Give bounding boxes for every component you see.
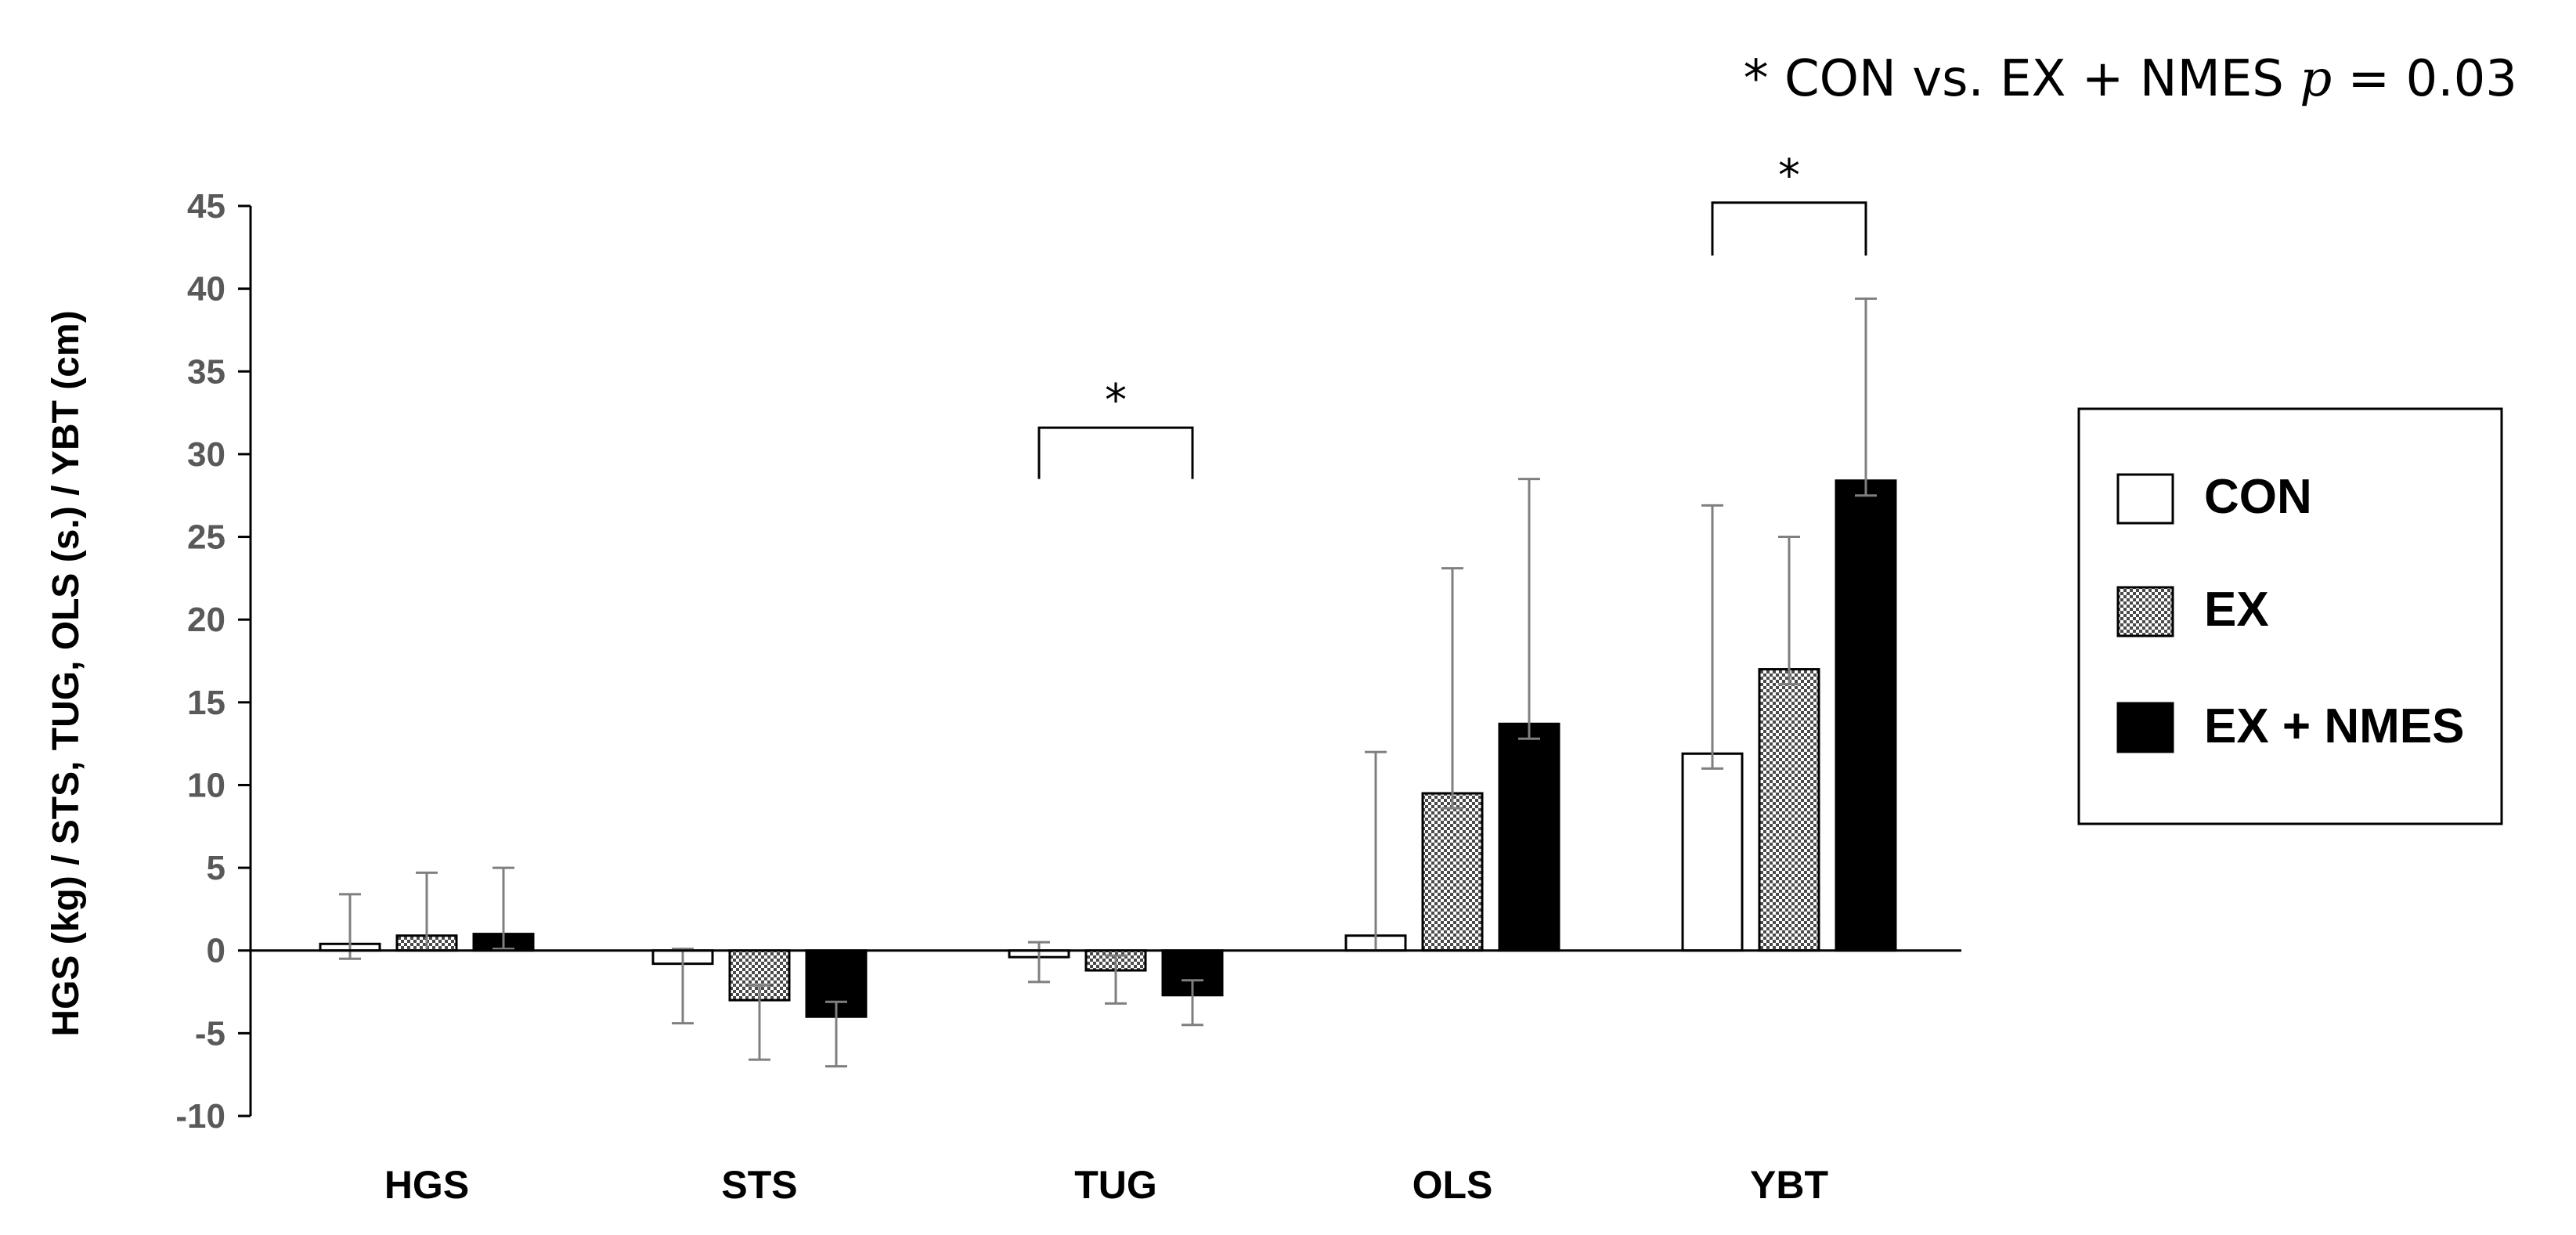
y-tick-label: 10	[187, 766, 225, 804]
legend-label-ex-nmes: EX + NMES	[2204, 699, 2465, 753]
bar-ybt-ex	[1758, 668, 1820, 952]
y-tick-label: 25	[187, 518, 225, 557]
note-p-symbol: p	[2300, 50, 2332, 108]
y-tick-label: 15	[187, 684, 225, 722]
legend: CON EX EX + NMES	[2077, 407, 2503, 825]
significance-bracket-tug	[1037, 426, 1194, 479]
y-tick-label: -5	[195, 1014, 225, 1053]
note-suffix: = 0.03	[2332, 50, 2517, 108]
y-tick-label: -10	[175, 1097, 225, 1136]
x-label-tug: TUG	[1074, 1163, 1157, 1207]
legend-label-ex: EX	[2204, 583, 2269, 637]
legend-swatch-ex-nmes	[2116, 702, 2174, 753]
y-axis-title: HGS (kg) / STS, TUG, OLS (s.) / YBT (cm)	[45, 310, 87, 1036]
significance-star-ybt: *	[1778, 150, 1800, 201]
y-tick-label: 20	[187, 601, 225, 639]
significance-star-tug: *	[1105, 375, 1127, 426]
y-tick-label: 40	[187, 270, 225, 309]
bar-ybt-ex-nmes	[1835, 479, 1897, 952]
bar-ols-ex-nmes	[1498, 722, 1560, 952]
y-tick-label: 0	[207, 932, 225, 970]
legend-swatch-ex	[2116, 586, 2174, 637]
bar-ols-ex	[1421, 792, 1484, 952]
legend-label-con: CON	[2204, 470, 2312, 524]
legend-swatch-con	[2116, 473, 2174, 525]
plot-area: 45 40 35 30 25 20 15 10 5 0 -5 -10 HGS STS TUG OLS YBT * *	[175, 150, 1961, 1207]
y-tick-label: 30	[187, 435, 225, 474]
y-tick-label: 5	[207, 849, 225, 887]
note-prefix: * CON vs. EX + NMES	[1744, 50, 2300, 108]
x-label-sts: STS	[721, 1163, 797, 1207]
y-tick-label: 45	[187, 187, 225, 226]
y-tick-label: 35	[187, 352, 225, 391]
bar-ybt-con	[1681, 752, 1744, 952]
x-label-ols: OLS	[1412, 1163, 1493, 1207]
significance-bracket-ybt	[1711, 201, 1867, 256]
x-label-hgs: HGS	[384, 1163, 469, 1207]
x-label-ybt: YBT	[1750, 1163, 1828, 1207]
significance-note: * CON vs. EX + NMES p = 0.03	[1744, 50, 2517, 108]
